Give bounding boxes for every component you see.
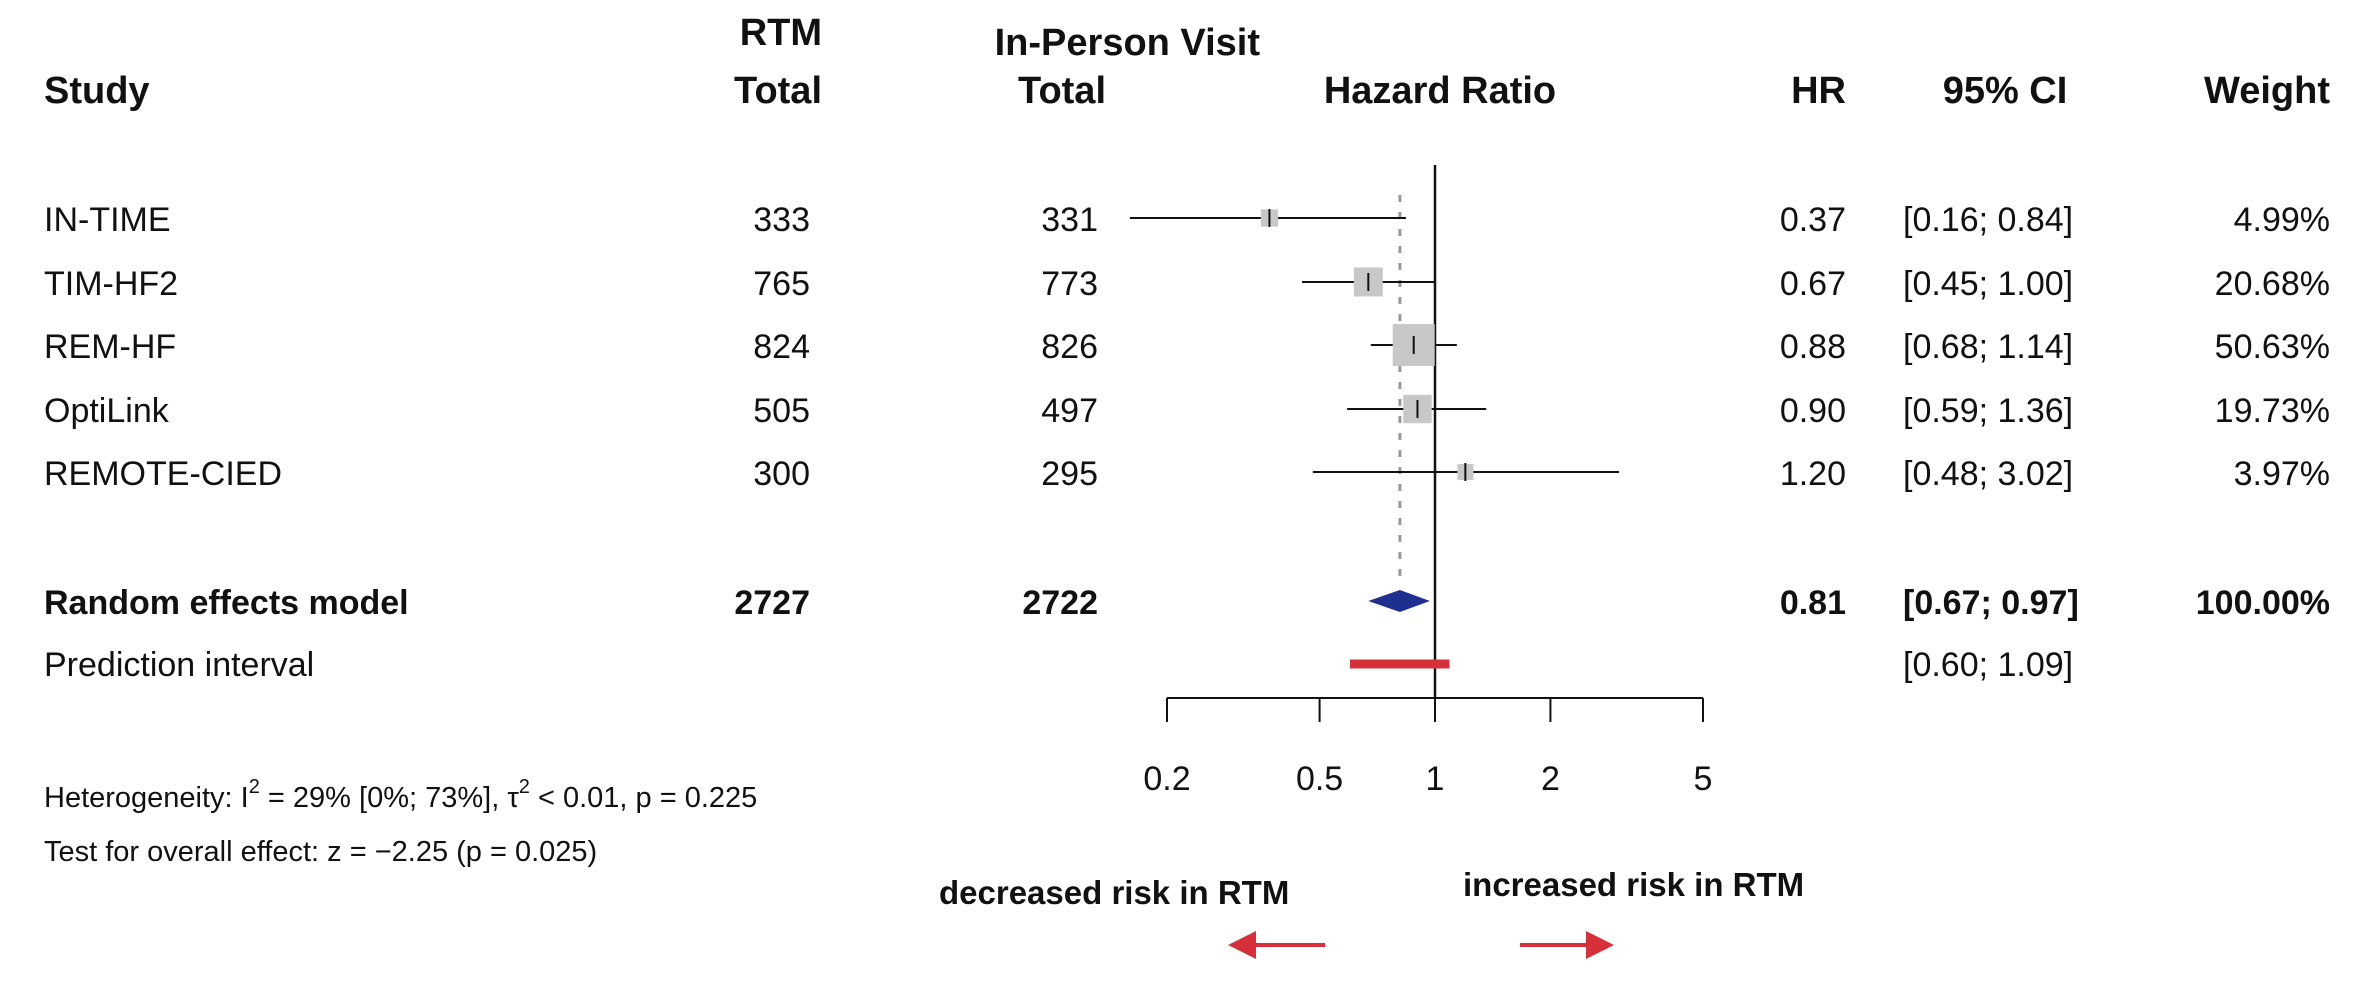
x-axis-tick-label: 2 [1541,760,1560,798]
ipv-total: 826 [1041,328,1098,366]
weight-value: 20.68% [2214,265,2330,303]
decreased-risk-label: decreased risk in RTM [939,874,1290,911]
ci-value: [0.16; 0.84] [1903,201,2074,239]
rtm-total: 300 [753,455,810,493]
heterogeneity-text: Heterogeneity: I2 = 29% [0%; 73%], τ2 < … [44,777,758,814]
rtm-total: 505 [753,392,810,430]
random-effects-ipv-total: 2722 [1022,584,1098,622]
overall-effect-text: Test for overall effect: z = −2.25 (p = … [44,836,598,868]
heterogeneity-i2: = 29% [0%; 73%], τ [267,782,519,814]
random-effects-weight: 100.00% [2195,584,2330,622]
header-ipv-bottom: Total [1018,70,1106,112]
header-rtm-top: RTM [739,12,822,54]
random-effects-label: Random effects model [44,584,409,622]
random-effects-hr: 0.81 [1779,584,1846,622]
header-hr: HR [1791,70,1846,112]
study-name: TIM-HF2 [44,265,179,303]
heterogeneity-tau2: < 0.01, p = 0.225 [537,782,758,814]
random-effects-rtm-total: 2727 [734,584,810,622]
header-rtm-bottom: Total [734,70,822,112]
hr-value: 0.90 [1779,392,1846,430]
random-effects-ci: [0.67; 0.97] [1903,584,2079,622]
x-axis-tick-label: 0.2 [1143,760,1190,798]
superscript-2: 2 [518,776,530,799]
ci-value: [0.48; 3.02] [1903,455,2074,493]
prediction-interval-label: Prediction interval [44,646,315,684]
header-ci: 95% CI [1942,70,2068,112]
ci-value: [0.45; 1.00] [1903,265,2074,303]
ipv-total: 331 [1041,201,1098,239]
weight-value: 50.63% [2214,328,2330,366]
hr-value: 1.20 [1779,455,1846,493]
x-axis-tick-label: 5 [1694,760,1713,798]
ipv-total: 295 [1041,455,1098,493]
weight-value: 3.97% [2233,455,2330,493]
hr-value: 0.67 [1779,265,1846,303]
weight-value: 19.73% [2214,392,2330,430]
superscript-2: 2 [248,776,260,799]
right-arrow-head [1586,931,1614,959]
heterogeneity-prefix: Heterogeneity: I [44,782,249,814]
header-hazard-ratio: Hazard Ratio [1323,70,1557,112]
study-name: REM-HF [44,328,177,366]
left-arrow-head [1228,931,1256,959]
ci-value: [0.68; 1.14] [1903,328,2074,366]
header-study: Study [44,70,150,112]
x-axis-tick-label: 0.5 [1296,760,1343,798]
pooled-diamond [1368,590,1430,612]
study-name: OptiLink [44,392,169,430]
study-name: IN-TIME [44,201,171,239]
rtm-total: 824 [753,328,810,366]
ci-value: [0.59; 1.36] [1903,392,2074,430]
hr-value: 0.88 [1779,328,1846,366]
ipv-total: 773 [1041,265,1098,303]
rtm-total: 765 [753,265,810,303]
increased-risk-label: increased risk in RTM [1463,866,1805,903]
header-ipv-top: In-Person Visit [994,22,1260,64]
hr-value: 0.37 [1779,201,1846,239]
prediction-interval-ci: [0.60; 1.09] [1903,646,2074,684]
x-axis-tick-label: 1 [1426,760,1445,798]
rtm-total: 333 [753,201,810,239]
ipv-total: 497 [1041,392,1098,430]
header-weight: Weight [2204,70,2330,112]
study-name: REMOTE-CIED [44,455,282,493]
weight-value: 4.99% [2233,201,2330,239]
